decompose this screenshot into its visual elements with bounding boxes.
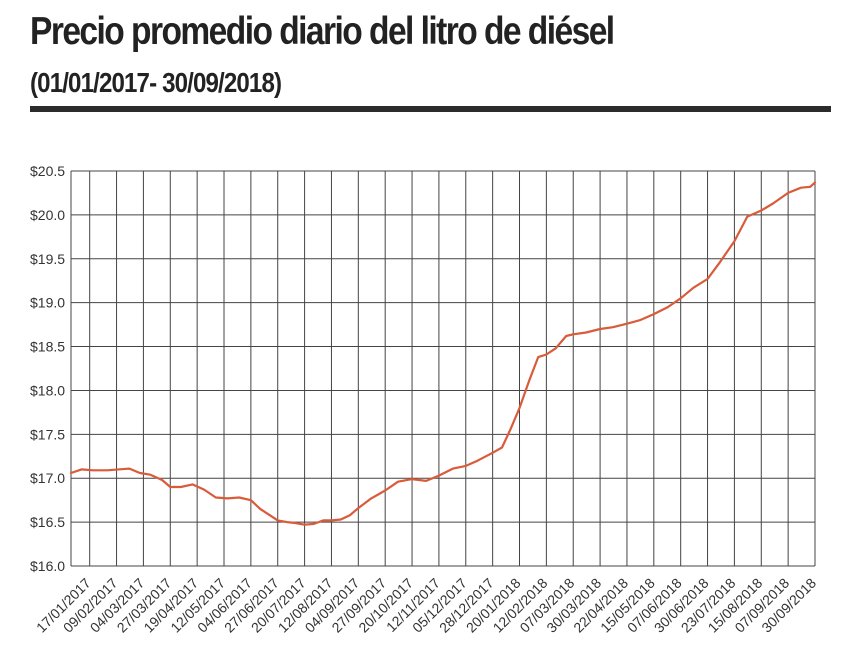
- data-point: [169, 486, 171, 488]
- data-point: [384, 489, 386, 492]
- data-point: [746, 216, 748, 218]
- data-point: [760, 209, 762, 212]
- data-point: [250, 499, 252, 501]
- data-point: [238, 496, 240, 499]
- data-point: [492, 452, 494, 454]
- series-line-diesel-price: [69, 181, 817, 526]
- data-point: [80, 468, 83, 470]
- data-point: [680, 297, 682, 299]
- data-point: [370, 497, 372, 499]
- data-point: [809, 186, 811, 188]
- data-point: [106, 469, 108, 471]
- data-point: [653, 313, 655, 315]
- data-point: [612, 326, 614, 328]
- y-axis-ticks: $16.0 $16.5 $17.0 $17.5 $18.0 $18.5 $19.0 $19.5…: [30, 163, 65, 574]
- chart-subtitle: (01/01/2017- 30/09/2018): [30, 67, 282, 98]
- data-point: [411, 478, 413, 480]
- data-point: [476, 460, 479, 462]
- data-point: [545, 353, 548, 356]
- data-point: [528, 381, 530, 383]
- data-point: [349, 514, 351, 516]
- data-point: [128, 468, 130, 470]
- series-layer: [69, 181, 817, 526]
- data-point: [161, 479, 163, 481]
- data-point: [70, 472, 72, 474]
- y-tick-label: $18.0: [30, 382, 65, 398]
- data-point: [667, 306, 669, 308]
- data-point: [397, 481, 399, 483]
- data-point: [340, 518, 342, 521]
- data-point: [357, 507, 359, 509]
- data-point: [180, 486, 182, 488]
- data-point: [626, 323, 628, 325]
- y-tick-label: $17.0: [30, 470, 65, 486]
- data-point: [149, 474, 151, 476]
- data-point: [800, 187, 802, 189]
- data-point: [438, 475, 440, 477]
- data-point: [585, 331, 587, 334]
- data-point: [139, 472, 141, 474]
- data-point: [639, 319, 641, 321]
- data-point: [330, 519, 333, 522]
- data-point: [518, 407, 521, 409]
- data-point: [706, 278, 709, 280]
- y-tick-label: $20.0: [30, 207, 65, 223]
- data-point: [501, 446, 503, 449]
- y-tick-label: $16.5: [30, 514, 65, 530]
- data-point: [277, 519, 279, 522]
- data-point: [452, 468, 454, 470]
- data-point: [787, 192, 789, 194]
- data-point: [294, 522, 296, 524]
- data-point: [772, 202, 774, 205]
- data-point: [692, 287, 695, 289]
- y-tick-label: $17.5: [30, 426, 65, 442]
- data-point: [304, 524, 306, 526]
- data-point: [814, 181, 816, 183]
- data-point: [599, 328, 601, 330]
- y-tick-label: $19.5: [30, 251, 65, 267]
- x-axis-ticks: 17/01/201709/02/201704/03/201727/03/2017…: [33, 575, 819, 636]
- data-point: [322, 519, 324, 522]
- data-point: [509, 429, 511, 431]
- data-point: [313, 523, 315, 525]
- data-point: [226, 497, 229, 499]
- data-point: [92, 469, 94, 471]
- data-point: [572, 333, 574, 335]
- data-point: [537, 356, 539, 358]
- data-point: [425, 480, 427, 482]
- data-point: [718, 262, 720, 264]
- data-point: [733, 240, 736, 242]
- y-tick-label: $18.5: [30, 339, 65, 355]
- data-point: [191, 483, 194, 485]
- y-tick-label: $20.5: [30, 163, 65, 179]
- data-point: [215, 496, 217, 499]
- data-point: [286, 521, 288, 523]
- y-tick-label: $16.0: [30, 558, 65, 574]
- data-point: [259, 508, 261, 510]
- chart-title: Precio promedio diario del litro de diés…: [30, 10, 615, 53]
- data-point: [465, 465, 467, 467]
- data-point: [565, 335, 567, 337]
- data-point: [269, 514, 271, 516]
- data-point: [555, 347, 557, 349]
- data-point: [203, 489, 205, 491]
- y-tick-label: $19.0: [30, 295, 65, 311]
- grid: [70, 170, 816, 567]
- title-divider: [30, 106, 831, 112]
